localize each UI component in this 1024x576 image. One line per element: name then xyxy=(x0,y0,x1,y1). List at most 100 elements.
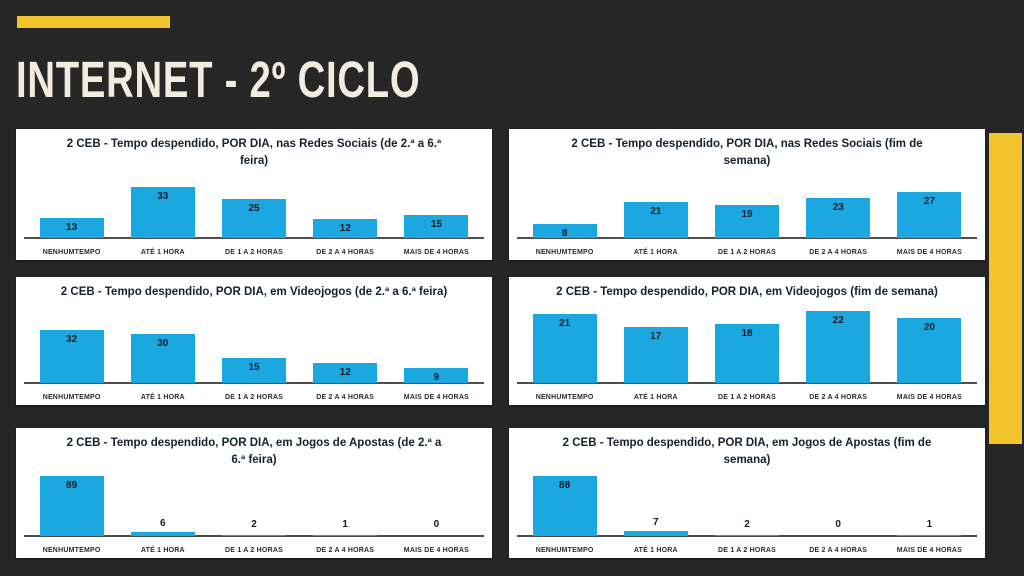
value-label: 25 xyxy=(248,203,260,215)
plot-area: 32 30 15 12 9 xyxy=(26,317,482,383)
bar-slot: 13 xyxy=(26,176,117,238)
bar-slot: 30 xyxy=(117,317,208,383)
x-axis-line xyxy=(517,382,977,384)
x-axis-label: DE 2 A 4 HORAS xyxy=(316,547,375,554)
bar-slot: 33 xyxy=(117,176,208,238)
bar xyxy=(715,534,779,536)
right-accent-bar xyxy=(989,133,1022,444)
value-label: 0 xyxy=(433,519,440,530)
bar-slot: 15 xyxy=(208,317,299,383)
bar-slot: 27 xyxy=(884,176,975,238)
x-axis-line xyxy=(517,237,977,239)
x-axis-label: ATÉ 1 HORA xyxy=(633,394,678,401)
plot-area: 13 33 25 12 15 xyxy=(26,176,482,238)
bar xyxy=(313,219,378,238)
x-axis-label: MAIS DE 4 HORAS xyxy=(403,547,470,554)
bar-slot: 89 xyxy=(26,468,117,536)
plot-area: 89 6 2 1 0 xyxy=(26,468,482,536)
chart-title: 2 CEB - Tempo despendido, POR DIA, nas R… xyxy=(571,138,923,168)
value-label: 0 xyxy=(835,519,841,530)
x-axis-label: ATÉ 1 HORA xyxy=(140,394,185,401)
bar xyxy=(222,534,286,536)
bar-slot: 0 xyxy=(391,468,482,536)
bar xyxy=(222,358,286,383)
bar-slot: 22 xyxy=(793,298,884,383)
bar xyxy=(897,534,962,536)
value-label: 2 xyxy=(251,519,257,530)
value-label: 30 xyxy=(157,337,169,349)
value-label: 15 xyxy=(248,362,260,374)
x-axis-labels: NENHUMTEMPO ATÉ 1 HORA DE 1 A 2 HORAS DE 2 … xyxy=(26,249,482,256)
value-label: 17 xyxy=(650,331,662,343)
value-label: 23 xyxy=(832,202,844,214)
value-label: 2 xyxy=(744,519,750,530)
value-label: 88 xyxy=(559,480,571,492)
x-axis-label: ATÉ 1 HORA xyxy=(633,249,678,256)
x-axis-label: MAIS DE 4 HORAS xyxy=(896,547,963,554)
x-axis-label: DE 2 A 4 HORAS xyxy=(316,249,375,256)
bar xyxy=(715,205,779,238)
x-axis-label: MAIS DE 4 HORAS xyxy=(403,394,470,401)
value-label: 1 xyxy=(926,519,933,530)
bar xyxy=(623,531,688,536)
x-axis-labels: NENHUMTEMPO ATÉ 1 HORA DE 1 A 2 HORAS DE 2 … xyxy=(519,547,975,554)
x-axis-label: DE 1 A 2 HORAS xyxy=(718,394,776,401)
x-axis-label: NENHUMTEMPO xyxy=(42,547,101,554)
x-axis-line xyxy=(24,535,484,537)
x-axis-label: NENHUMTEMPO xyxy=(535,547,594,554)
x-axis-label: DE 1 A 2 HORAS xyxy=(225,394,283,401)
bar-slot: 21 xyxy=(610,176,701,238)
bar-slot: 17 xyxy=(610,298,701,383)
bar-slot: 1 xyxy=(884,468,975,536)
x-axis-label: DE 2 A 4 HORAS xyxy=(809,394,868,401)
bar xyxy=(39,330,104,383)
bar xyxy=(39,475,104,536)
x-axis-label: DE 2 A 4 HORAS xyxy=(316,394,375,401)
bar xyxy=(532,476,597,536)
x-axis-labels: NENHUMTEMPO ATÉ 1 HORA DE 1 A 2 HORAS DE 2 … xyxy=(26,547,482,554)
chart-panel-jogos-apostas-fim-de-semana: 2 CEB - Tempo despendido, POR DIA, em Jo… xyxy=(509,428,985,558)
value-label: 32 xyxy=(66,334,78,346)
value-label: 22 xyxy=(832,315,844,327)
x-axis-line xyxy=(24,237,484,239)
chart-panel-redes-sociais-semana: 2 CEB - Tempo despendido, POR DIA, nas R… xyxy=(16,129,492,260)
slide-title: INTERNET - 2º CICLO xyxy=(16,51,421,108)
x-axis-labels: NENHUMTEMPO ATÉ 1 HORA DE 1 A 2 HORAS DE 2 … xyxy=(519,249,975,256)
x-axis-label: MAIS DE 4 HORAS xyxy=(403,249,470,256)
x-axis-label: ATÉ 1 HORA xyxy=(633,547,678,554)
value-label: 13 xyxy=(66,221,78,233)
x-axis-labels: NENHUMTEMPO ATÉ 1 HORA DE 1 A 2 HORAS DE 2 … xyxy=(26,394,482,401)
chart-title: 2 CEB - Tempo despendido, POR DIA, em Vi… xyxy=(60,286,448,298)
x-axis-label: DE 1 A 2 HORAS xyxy=(225,249,283,256)
bar xyxy=(623,201,688,238)
value-label: 33 xyxy=(157,190,169,202)
value-label: 15 xyxy=(430,218,442,230)
x-axis-label: MAIS DE 4 HORAS xyxy=(896,394,963,401)
x-axis-label: DE 1 A 2 HORAS xyxy=(718,249,776,256)
bar xyxy=(130,531,195,536)
bar xyxy=(222,199,286,238)
x-axis-line xyxy=(24,382,484,384)
bar-slot: 8 xyxy=(519,176,610,239)
value-label: 27 xyxy=(923,195,935,207)
value-label: 1 xyxy=(342,519,348,530)
bar-slot: 20 xyxy=(884,298,975,383)
plot-area: 21 17 18 22 20 xyxy=(519,298,975,383)
chart-panel-videojogos-fim-de-semana: 2 CEB - Tempo despendido, POR DIA, em Vi… xyxy=(509,277,985,405)
chart-panel-redes-sociais-fim-de-semana: 2 CEB - Tempo despendido, POR DIA, nas R… xyxy=(509,129,985,260)
value-label: 9 xyxy=(433,372,440,384)
chart-title: 2 CEB - Tempo despendido, POR DIA, em Jo… xyxy=(562,437,932,467)
bar-slot: 88 xyxy=(519,468,610,536)
x-axis-line xyxy=(517,535,977,537)
title-accent-bar xyxy=(17,16,170,28)
value-label: 18 xyxy=(741,328,753,340)
bar-slot: 21 xyxy=(519,298,610,383)
value-label: 19 xyxy=(741,209,753,221)
value-label: 6 xyxy=(160,517,166,529)
bar-slot: 25 xyxy=(208,176,299,238)
x-axis-label: NENHUMTEMPO xyxy=(42,394,101,401)
bar-slot: 32 xyxy=(26,317,117,383)
value-label: 7 xyxy=(653,517,659,529)
bar xyxy=(404,214,469,238)
bar xyxy=(130,333,195,383)
